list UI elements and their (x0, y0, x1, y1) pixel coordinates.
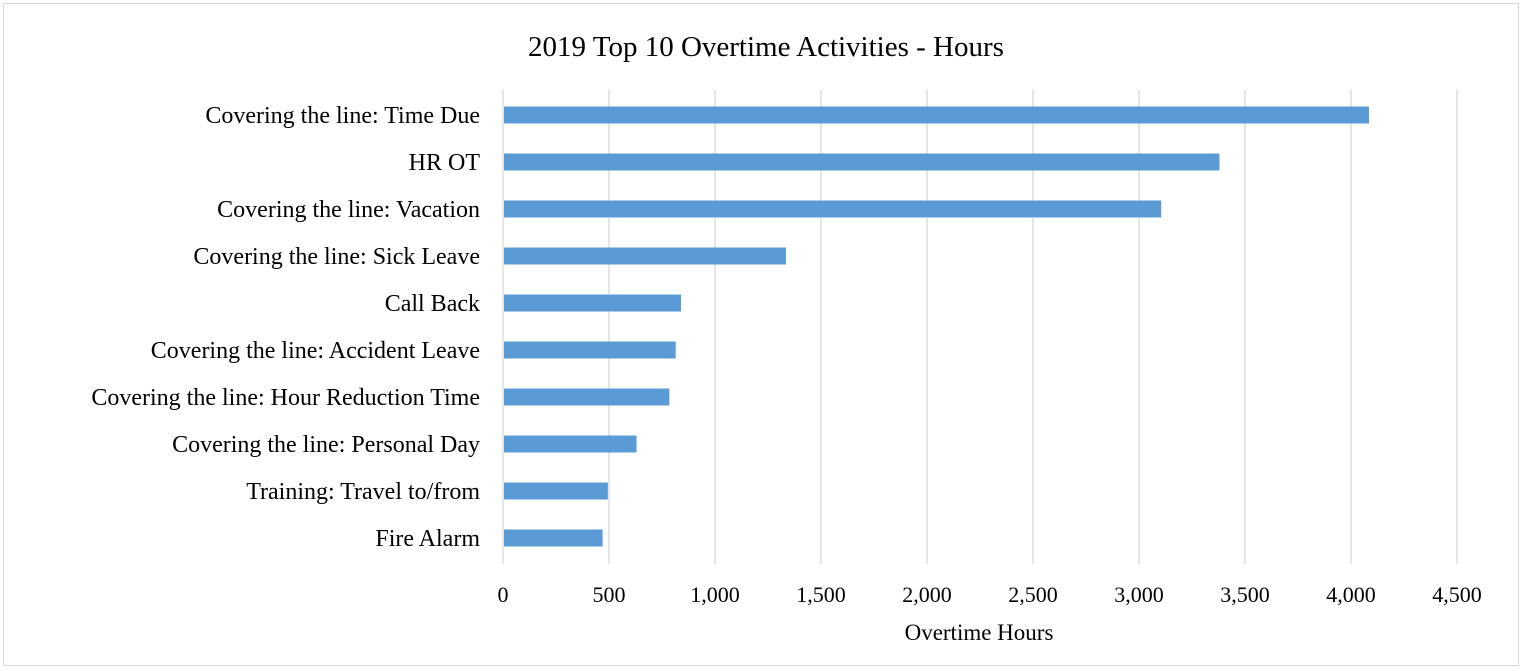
bar (504, 247, 786, 265)
category-label: Training: Travel to/from (246, 479, 480, 505)
chart-title: 2019 Top 10 Overtime Activities - Hours (528, 31, 1004, 63)
chart-frame: 2019 Top 10 Overtime Activities - Hours … (3, 3, 1519, 666)
x-tick-label: 2,000 (902, 582, 952, 607)
category-label: Call Back (385, 291, 480, 317)
bar (504, 200, 1162, 218)
category-label: Covering the line: Hour Reduction Time (91, 385, 480, 411)
bar (504, 482, 608, 500)
category-label: Covering the line: Accident Leave (151, 338, 480, 364)
x-axis-title: Overtime Hours (905, 620, 1054, 645)
x-tick-label: 0 (498, 582, 509, 607)
x-tick-label: 4,500 (1432, 582, 1482, 607)
category-label: Covering the line: Time Due (205, 103, 480, 129)
x-tick-label: 1,500 (796, 582, 846, 607)
bar (504, 341, 676, 359)
bar-chart: 2019 Top 10 Overtime Activities - Hours … (91, 31, 1482, 645)
x-tick-label: 1,000 (690, 582, 740, 607)
category-label: Covering the line: Sick Leave (193, 244, 480, 270)
bar (504, 388, 670, 406)
category-label: Covering the line: Personal Day (172, 432, 480, 458)
x-tick-label: 3,000 (1114, 582, 1164, 607)
bar (504, 435, 637, 453)
category-label: Covering the line: Vacation (217, 197, 480, 223)
category-labels: Covering the line: Time Due HR OT Covering… (91, 103, 480, 552)
bar (504, 529, 603, 547)
bars (504, 106, 1369, 547)
x-tick-label: 500 (593, 582, 626, 607)
x-tick-labels: 0 500 1,000 1,500 2,000 2,500 3,000 3,500 4,000 4… (498, 582, 1482, 607)
x-tick-label: 3,500 (1220, 582, 1270, 607)
category-label: HR OT (409, 150, 481, 176)
bar (504, 153, 1220, 171)
category-label: Fire Alarm (375, 526, 480, 552)
x-tick-label: 4,000 (1326, 582, 1376, 607)
bar (504, 294, 682, 312)
x-tick-label: 2,500 (1008, 582, 1058, 607)
bar (504, 106, 1369, 124)
